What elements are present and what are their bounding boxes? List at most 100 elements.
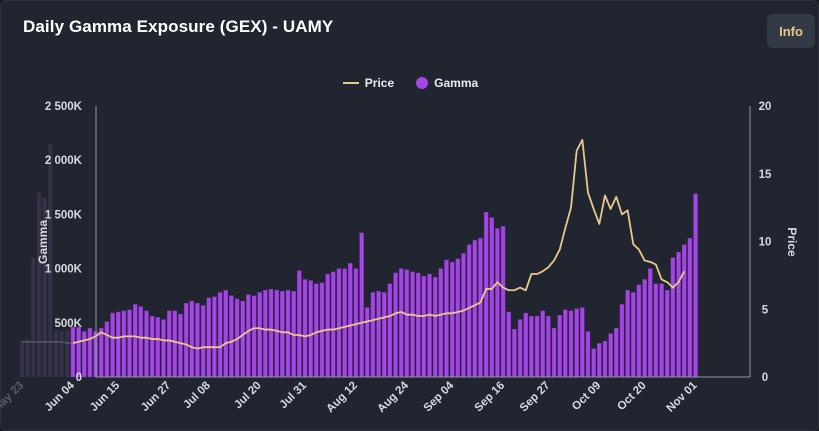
gamma-bar [370,292,376,378]
x-tick-label: Oct 20 [615,380,648,413]
gamma-bar [636,284,642,378]
gamma-bar [314,283,319,378]
gamma-bar [206,297,211,378]
gamma-bar [665,290,670,378]
gamma-bar-prehistory [65,330,70,377]
gamma-bar [608,333,613,378]
x-axis-ticks: May 23 Jun 04 Jun 15 Jun 27 Jul 08 Jul 20 Jul … [0,379,700,415]
gamma-bar [251,295,257,378]
gamma-bar [682,244,687,378]
gamma-bar [693,193,698,378]
gamma-bar [229,295,234,378]
y-right-tick-label: 5 [762,304,769,316]
gamma-bar [416,272,421,378]
gamma-bar [348,262,353,378]
x-tick-label: Jul 20 [232,380,264,412]
gamma-bar [461,253,466,378]
gamma-bar-prehistory [53,330,58,377]
gamma-bar-prehistory [36,192,41,377]
x-tick-label: Jun 15 [88,379,123,414]
gamma-bar [302,279,308,378]
info-button[interactable]: Info [767,14,815,48]
gamma-bar [359,232,364,378]
gamma-bar [591,348,596,378]
gamma-bar [376,291,381,378]
legend-item-price[interactable]: Price [342,76,395,90]
gamma-bar [404,269,410,378]
gamma-bar [127,309,132,378]
gamma-bar [529,316,534,378]
x-tick-label: Nov 01 [664,379,700,415]
gamma-bar [172,310,178,378]
prehistory-price-line [22,341,73,344]
gamma-bar [353,268,359,378]
gamma-bar [585,331,591,378]
x-tick-label: May 23 [0,380,26,416]
gamma-bar [200,305,206,378]
gamma-bar [614,328,619,378]
gamma-bar [602,341,608,378]
gamma-bar [217,292,223,378]
gamma-bar-prehistory [42,198,47,377]
gamma-bar [87,328,93,378]
gamma-bar-prehistory [59,331,64,377]
legend-label-gamma: Gamma [434,76,479,90]
gamma-bar [189,300,195,378]
gamma-bar [325,273,330,378]
legend-label-price: Price [364,76,395,90]
gamma-bar [240,300,245,378]
gamma-bar [540,310,545,378]
gamma-bar-prehistory [20,341,24,377]
x-tick-label: Oct 09 [570,380,603,413]
y-axis-right-title: Price [785,227,799,257]
gamma-bar [670,257,676,378]
chart-title: Daily Gamma Exposure (GEX) - UAMY [23,17,334,36]
gamma-bar [438,268,444,378]
gamma-bar [246,294,251,378]
gamma-bar [648,268,653,378]
x-tick-label: Aug 24 [375,379,411,415]
gamma-bar [280,291,285,378]
gamma-bar [99,328,104,378]
y-left-tick-label: 2 500K [45,101,83,113]
legend-swatch-price [342,82,359,84]
gamma-bar [263,290,268,378]
chart-axes [95,106,751,378]
y-right-tick-label: 15 [759,169,772,181]
y-left-tick-label: 500K [55,318,83,330]
gamma-bar [449,261,455,378]
gamma-bar [568,310,574,378]
gamma-bar [444,259,449,378]
gamma-bar [297,270,302,378]
x-tick-label: Jun 27 [139,380,173,414]
gamma-bar [563,309,568,378]
gamma-bar [557,315,562,378]
y-left-tick-label: 2 000K [45,155,83,167]
gamma-bar [223,290,228,378]
gamma-bar [523,312,528,378]
gamma-bar [580,307,585,378]
gamma-bar [466,244,472,378]
y-right-tick-label: 0 [762,372,768,384]
gamma-bar [331,271,336,378]
gamma-bar [631,292,636,378]
legend-item-gamma[interactable]: Gamma [416,76,478,90]
chart-legend: Price Gamma [1,73,818,93]
gamma-bar [597,343,602,378]
gamma-bar [257,292,262,378]
price-line [72,138,686,350]
price-line-prehistory [22,341,73,344]
y-left-tick-label: 1 500K [45,209,83,221]
y-axis-right-ticks: 0 5 10 15 20 [759,101,772,384]
gamma-bar [687,238,693,378]
x-tick-label: Jun 04 [43,379,78,414]
y-left-tick-label: 0 [76,372,82,384]
gamma-bar [387,283,393,378]
gamma-bar [512,329,517,378]
gamma-bar [308,280,313,378]
gamma-bar [155,317,161,378]
gamma-bar [76,326,81,378]
gamma-bar [478,238,483,378]
gamma-bar [149,316,155,378]
